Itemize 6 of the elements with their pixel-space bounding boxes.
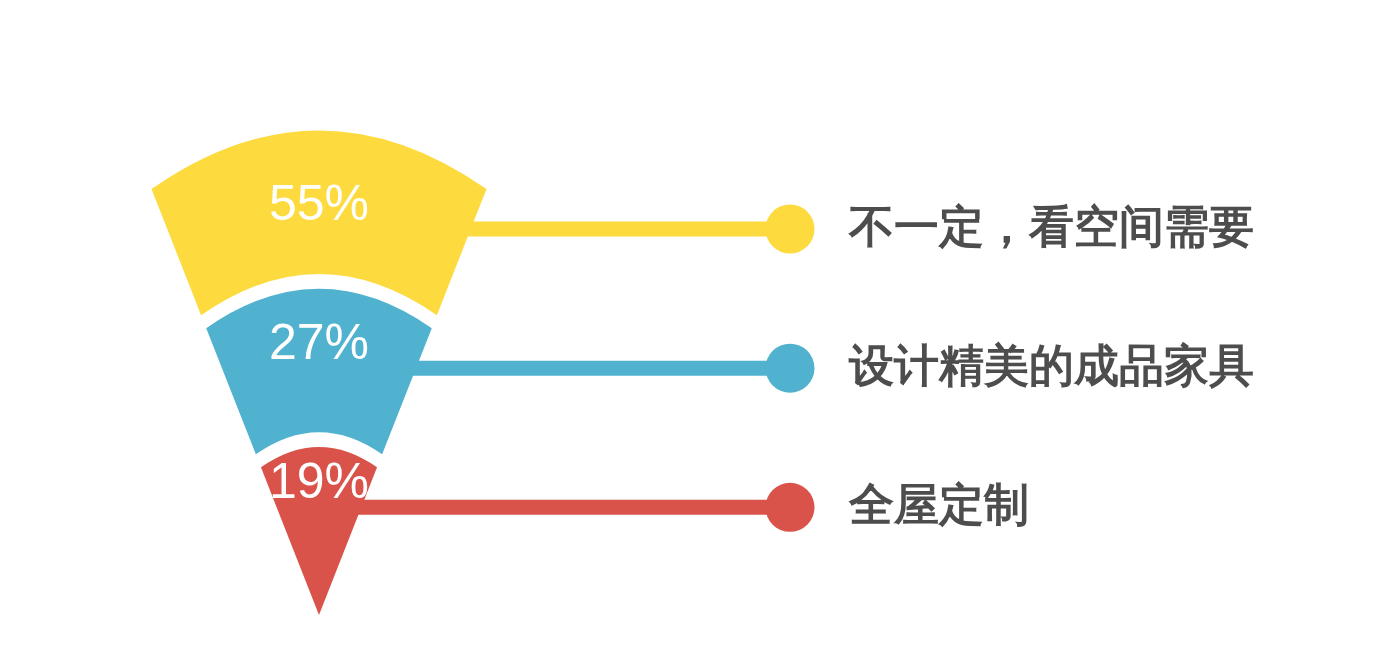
value-label: 55% <box>268 175 370 231</box>
value-label: 19% <box>268 453 370 510</box>
value-label: 27% <box>268 314 370 371</box>
category-label: 全屋定制 <box>849 478 1029 530</box>
category-label: 不一定，看空间需要 <box>849 200 1254 252</box>
category-label: 设计精美的成品家具 <box>849 339 1254 391</box>
